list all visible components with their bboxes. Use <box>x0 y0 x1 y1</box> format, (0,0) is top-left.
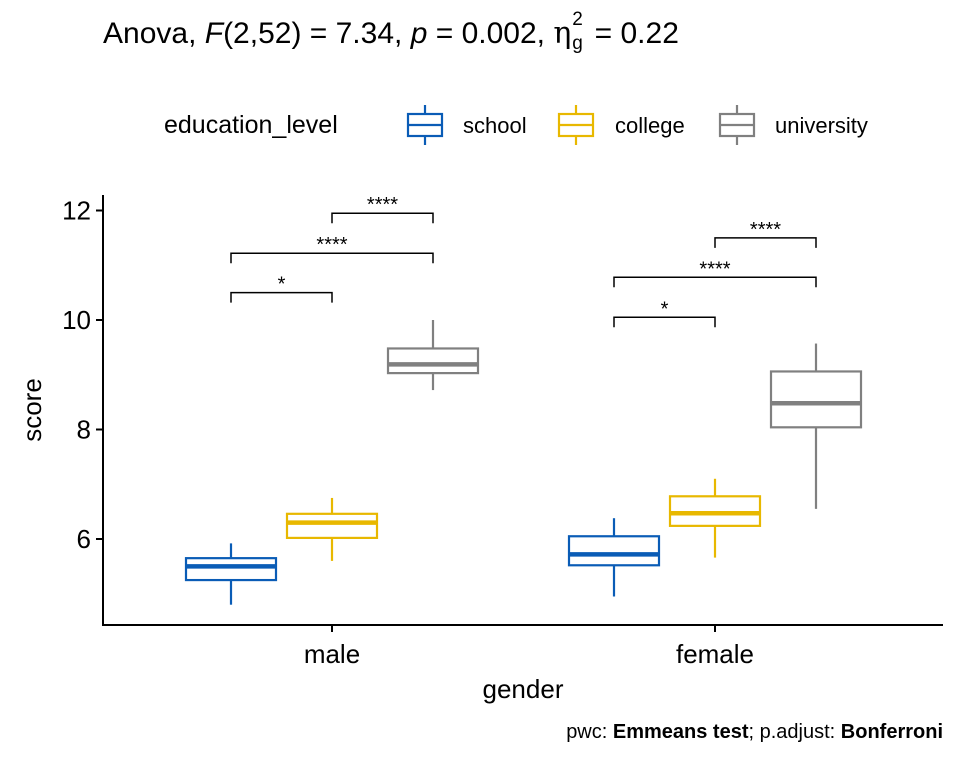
box-body <box>386 347 480 375</box>
bracket-line <box>230 252 434 264</box>
box-school-female <box>567 518 661 597</box>
bracket-line <box>331 212 434 224</box>
box-college-male <box>285 497 379 561</box>
title-eta-superscript: 2 <box>572 9 583 30</box>
bracket-line <box>230 291 333 303</box>
box-body <box>769 370 863 429</box>
significance-bracket-male-school-university: **** <box>230 234 434 264</box>
title-p-value: = 0.002, <box>427 17 554 50</box>
y-tick-label: 10 <box>62 305 91 335</box>
caption-adjust-label: ; p.adjust: <box>748 721 841 743</box>
y-tick-label: 8 <box>77 415 91 445</box>
legend-label-university: university <box>775 113 868 138</box>
box-university-male <box>386 320 480 391</box>
bracket-line <box>613 316 716 328</box>
legend-keys <box>406 105 756 145</box>
bracket-line <box>714 237 817 248</box>
legend: education_level school college universit… <box>0 100 960 150</box>
legend-key-college <box>557 105 595 145</box>
box-body <box>184 557 278 582</box>
box-university-female <box>769 343 863 509</box>
box-body <box>567 535 661 567</box>
caption-pwc-method: Emmeans test <box>612 721 749 743</box>
box-body <box>285 512 379 540</box>
bracket-label: * <box>278 274 286 296</box>
legend-label-school: school <box>463 113 527 138</box>
title-eta-symbol: η <box>553 16 572 51</box>
legend-key-university <box>718 105 756 145</box>
bracket-label: **** <box>316 234 347 256</box>
caption-adjust-method: Bonferroni <box>840 721 943 743</box>
x-axis-label: gender <box>483 674 564 704</box>
title-df: (2,52) <box>223 17 302 50</box>
bracket-line <box>613 276 817 288</box>
title-effect-size: = 0.22 <box>586 17 679 50</box>
bracket-label: **** <box>699 258 730 280</box>
legend-label-college: college <box>615 113 685 138</box>
x-tick-label-female: female <box>676 639 754 669</box>
y-axis-label: score <box>17 378 47 442</box>
title-p-symbol: p <box>410 17 428 50</box>
significance-bracket-female-school-university: **** <box>613 258 817 288</box>
bracket-label: **** <box>367 194 398 216</box>
title-prefix: Anova, <box>103 17 205 50</box>
significance-bracket-male-college-university: **** <box>331 194 434 224</box>
y-tick-label: 12 <box>62 196 91 226</box>
title-f-value: = 7.34, <box>301 17 411 50</box>
box-school-male <box>184 543 278 605</box>
significance-bracket-male-school-college: * <box>230 274 333 303</box>
caption: pwc: Emmeans test; p.adjust: Bonferroni <box>566 721 943 744</box>
title-eta-subscript: g <box>572 33 583 54</box>
x-tick-label-male: male <box>304 639 360 669</box>
caption-pwc-label: pwc: <box>566 721 613 743</box>
legend-title: education_level <box>164 111 338 139</box>
bracket-label: **** <box>750 219 781 241</box>
title-f-symbol: F <box>204 17 224 50</box>
significance-bracket-female-school-college: * <box>613 298 716 328</box>
significance-bracket-female-college-university: **** <box>714 219 817 248</box>
y-tick-label: 6 <box>77 524 91 554</box>
legend-key-school <box>406 105 444 145</box>
bracket-label: * <box>661 298 669 320</box>
box-college-female <box>668 478 762 558</box>
